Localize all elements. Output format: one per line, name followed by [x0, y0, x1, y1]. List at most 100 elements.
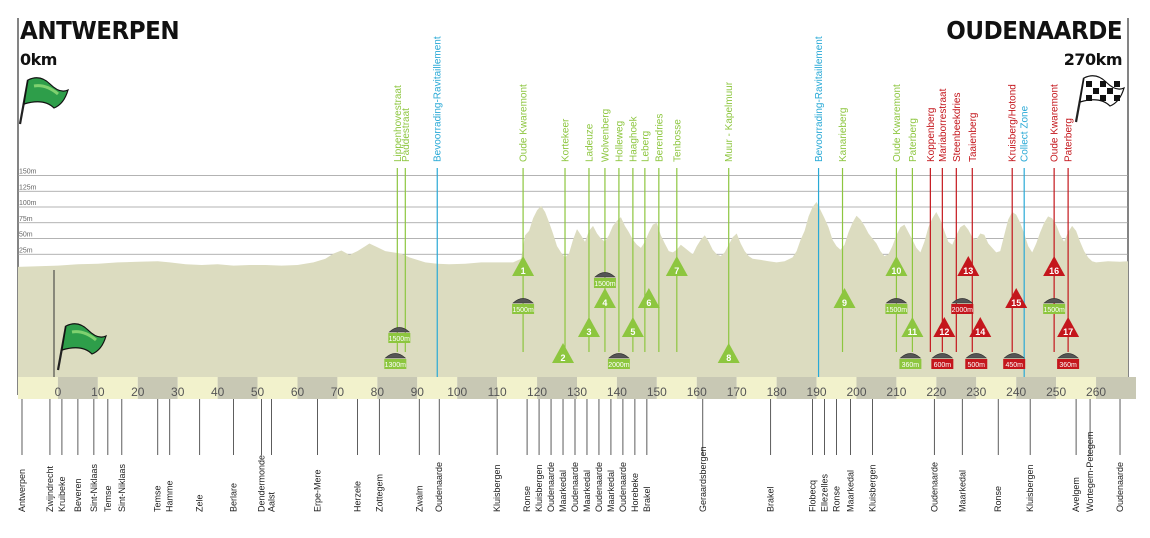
km-band — [1096, 377, 1136, 399]
km-tick-label: 230 — [966, 385, 986, 399]
place-label: Sint-Niklaas — [117, 463, 127, 512]
climb-marker: 6 — [637, 288, 660, 308]
y-tick-label: 75m — [19, 216, 33, 223]
climb-marker: 17 — [1057, 317, 1080, 337]
place-label: Zottegem — [374, 474, 384, 512]
km-band — [896, 377, 937, 399]
climb-marker: 12 — [933, 317, 956, 337]
marker-label: Oude Kwaremont — [519, 84, 530, 162]
marker-label: Collect Zone — [1020, 105, 1031, 162]
km-tick-label: 170 — [727, 385, 747, 399]
climb-triangle — [512, 256, 535, 276]
cobble-icon — [608, 353, 630, 359]
climb-number: 11 — [908, 327, 918, 337]
start-flag — [18, 77, 69, 125]
climb-number: 2 — [561, 353, 566, 363]
cobble-length: 360m — [1059, 362, 1077, 369]
km-band — [18, 377, 58, 399]
cobble-box — [899, 359, 922, 369]
cobble-icon — [512, 298, 534, 304]
climb-triangle — [717, 343, 740, 363]
km-tick-label: 150 — [647, 385, 667, 399]
start-km: 0km — [20, 50, 57, 69]
km-band — [297, 377, 338, 399]
cobble-length: 1300m — [385, 362, 407, 369]
climb-marker: 9 — [833, 288, 856, 308]
cobble-box — [1043, 304, 1066, 314]
cobble-icon — [885, 298, 908, 304]
km-band — [1056, 377, 1097, 399]
climb-marker: 2 — [552, 343, 575, 363]
place-label: Brakel — [766, 486, 776, 512]
cobble-box — [384, 359, 407, 369]
place-label: Zele — [195, 494, 205, 512]
cobble-box — [388, 333, 411, 343]
finish-km: 270km — [1063, 50, 1123, 69]
km-tick-label: 10 — [91, 385, 105, 399]
marker-label: Kortekeer — [561, 118, 572, 162]
finish-city: OUDENAARDE — [946, 16, 1122, 45]
km-tick-label: 120 — [527, 385, 547, 399]
place-label: Maarkedal — [582, 470, 592, 512]
cobble-length: 2000m — [608, 362, 630, 369]
climb-number: 15 — [1011, 298, 1021, 308]
finish-flag — [1074, 75, 1125, 123]
km-tick-label: 50 — [251, 385, 265, 399]
cobble-icon — [931, 353, 954, 359]
climb-triangle — [933, 317, 956, 337]
km-band — [97, 377, 138, 399]
climb-triangle — [1043, 256, 1066, 276]
cobble-box — [885, 304, 908, 314]
climb-number: 10 — [891, 266, 901, 276]
place-label: Kluisbergen — [492, 464, 502, 512]
climb-marker: 8 — [717, 343, 740, 363]
km-tick-label: 40 — [211, 385, 225, 399]
flag-check — [1114, 81, 1120, 87]
place-label: Oudenaarde — [618, 462, 628, 512]
cobble-length: 360m — [902, 362, 920, 369]
place-label: Antwerpen — [17, 469, 27, 512]
climb-number: 9 — [842, 298, 847, 308]
climb-number: 16 — [1049, 266, 1059, 276]
flag-check — [1093, 88, 1099, 94]
km-tick-label: 110 — [488, 385, 507, 399]
marker-label: Berendries — [654, 114, 665, 162]
climb-triangle — [621, 317, 644, 337]
y-tick-label: 150m — [19, 169, 37, 176]
y-tick-label: 50m — [19, 232, 33, 239]
km-band — [537, 377, 577, 399]
marker-label: Tenbosse — [672, 119, 683, 162]
climb-triangle — [1057, 317, 1080, 337]
place-label: Oudenaarde — [570, 462, 580, 512]
climb-number: 14 — [975, 327, 985, 337]
climb-triangle — [593, 288, 616, 308]
marker-label: Bevoorrading-Ravitaillement — [814, 36, 825, 162]
climb-number: 7 — [674, 266, 679, 276]
y-tick-label: 125m — [19, 184, 37, 191]
km-band — [696, 377, 737, 399]
km-band — [616, 377, 657, 399]
cobble-icon — [1003, 353, 1025, 359]
y-tick-label: 25m — [19, 247, 33, 254]
km-tick-label: 30 — [171, 385, 185, 399]
km-band — [217, 377, 258, 399]
cobble-badge: 600m — [931, 353, 954, 369]
place-label: Ellezelles — [820, 473, 830, 512]
climb-triangle — [552, 343, 575, 363]
climb-triangle — [637, 288, 660, 308]
climb-triangle — [1005, 288, 1028, 308]
marker-label: Paddestraat — [401, 108, 412, 162]
climb-marker: 1 — [512, 256, 535, 276]
climb-number: 1 — [521, 266, 526, 276]
climb-marker: 14 — [969, 317, 992, 337]
climb-triangle — [577, 317, 600, 337]
cobble-badge: 360m — [899, 353, 922, 369]
km-band — [776, 377, 817, 399]
marker-label: Taaienberg — [968, 113, 979, 162]
place-label: Brakel — [642, 486, 652, 512]
km-tick-label: 220 — [926, 385, 946, 399]
place-label: Flobecq — [808, 480, 818, 512]
km-band — [497, 377, 538, 399]
